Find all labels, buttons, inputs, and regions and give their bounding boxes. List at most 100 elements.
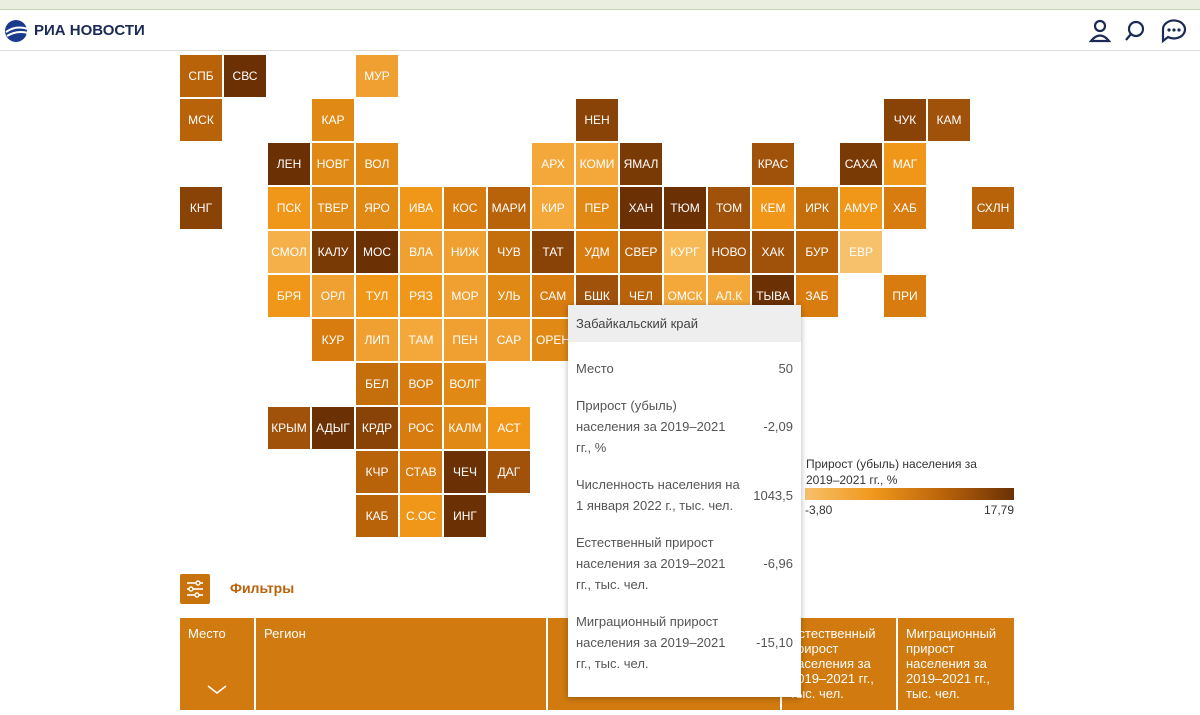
region-tile[interactable]: ПЕН xyxy=(444,319,486,361)
region-tile[interactable]: ИВА xyxy=(400,187,442,229)
region-tile[interactable]: УДМ xyxy=(576,231,618,273)
table-header-cell[interactable]: Миграционный прирост населения за 2019–2… xyxy=(898,618,1014,710)
region-tile[interactable]: ТВЕР xyxy=(312,187,354,229)
region-tile[interactable]: ВОЛГ xyxy=(444,363,486,405)
region-tile[interactable]: ЕВР xyxy=(840,231,882,273)
region-tile[interactable]: ХАН xyxy=(620,187,662,229)
region-tile[interactable]: ОРЕН xyxy=(532,319,574,361)
region-tile[interactable]: КЕМ xyxy=(752,187,794,229)
user-icon[interactable] xyxy=(1093,19,1107,33)
region-tile[interactable]: ЧЕЧ xyxy=(444,451,486,493)
region-tile[interactable]: ДАГ xyxy=(488,451,530,493)
legend-max: 17,79 xyxy=(983,503,1014,517)
region-tile[interactable]: КАМ xyxy=(928,99,970,141)
region-tile[interactable]: ЧУК xyxy=(884,99,926,141)
region-tile[interactable]: ВОЛ xyxy=(356,143,398,185)
region-tile[interactable]: БРЯ xyxy=(268,275,310,317)
region-tile[interactable]: ХАБ xyxy=(884,187,926,229)
region-tile[interactable]: НОВГ xyxy=(312,143,354,185)
table-header-cell[interactable]: Место xyxy=(180,618,254,710)
region-tile[interactable]: МОР xyxy=(444,275,486,317)
region-tile[interactable]: КАЛУ xyxy=(312,231,354,273)
region-tile[interactable]: КОМИ xyxy=(576,143,618,185)
logo[interactable]: РИА НОВОСТИ xyxy=(34,22,145,39)
sort-chevron[interactable] xyxy=(206,684,228,696)
region-tile[interactable]: ЛИП xyxy=(356,319,398,361)
region-tile[interactable]: ПРИ xyxy=(884,275,926,317)
logo-icon[interactable] xyxy=(4,19,30,43)
table-header-cell[interactable]: Регион xyxy=(256,618,546,710)
region-tile[interactable]: СТАВ xyxy=(400,451,442,493)
region-tile[interactable]: ОРЛ xyxy=(312,275,354,317)
region-tile[interactable]: ПЕР xyxy=(576,187,618,229)
region-tile[interactable]: КУРГ xyxy=(664,231,706,273)
region-tile[interactable]: КОС xyxy=(444,187,486,229)
region-tile[interactable]: МУР xyxy=(356,55,398,97)
region-tile[interactable]: ВОР xyxy=(400,363,442,405)
region-tile[interactable]: ЯРО xyxy=(356,187,398,229)
region-tile[interactable]: ХАК xyxy=(752,231,794,273)
region-tile[interactable]: КРАС xyxy=(752,143,794,185)
region-tile[interactable]: НОВО xyxy=(708,231,750,273)
tooltip-value: -15,10 xyxy=(756,635,793,650)
region-tile[interactable]: РОС xyxy=(400,407,442,449)
tooltip-label: Естественный прирост населения за 2019–2… xyxy=(576,535,726,592)
region-tile[interactable]: САР xyxy=(488,319,530,361)
tooltip-row: Миграционный прирост населения за 2019–2… xyxy=(568,611,801,674)
table-header-cell[interactable]: Естественный прирост населения за 2019–2… xyxy=(782,618,896,710)
region-tile[interactable]: СВС xyxy=(224,55,266,97)
search-icon[interactable] xyxy=(1127,20,1145,38)
region-tile[interactable]: ЧУВ xyxy=(488,231,530,273)
region-tile[interactable]: КАЛМ xyxy=(444,407,486,449)
region-tile[interactable]: ЛЕН xyxy=(268,143,310,185)
filters-button[interactable] xyxy=(180,574,210,604)
region-tile[interactable]: ВЛА xyxy=(400,231,442,273)
chat-icon[interactable] xyxy=(1161,19,1187,44)
region-tile[interactable]: ПСК xyxy=(268,187,310,229)
region-tile[interactable]: С.ОС xyxy=(400,495,442,537)
region-tile[interactable]: МАГ xyxy=(884,143,926,185)
legend-min: -3,80 xyxy=(805,503,833,517)
region-tile[interactable]: СВЕР xyxy=(620,231,662,273)
region-tile[interactable]: СХЛН xyxy=(972,187,1014,229)
tooltip-value: -6,96 xyxy=(763,556,793,571)
region-tile[interactable]: КЧР xyxy=(356,451,398,493)
site-header: РИА НОВОСТИ xyxy=(0,10,1200,51)
region-tile[interactable]: ЗАБ xyxy=(796,275,838,317)
region-tile[interactable]: КАР xyxy=(312,99,354,141)
region-tile[interactable]: ТЮМ xyxy=(664,187,706,229)
region-tile[interactable]: САХА xyxy=(840,143,882,185)
region-tile[interactable]: КИР xyxy=(532,187,574,229)
region-tile[interactable]: ТАМ xyxy=(400,319,442,361)
region-tile[interactable]: АМУР xyxy=(840,187,882,229)
region-tile[interactable]: ТАТ xyxy=(532,231,574,273)
region-tile[interactable]: КУР xyxy=(312,319,354,361)
region-tile[interactable]: АСТ xyxy=(488,407,530,449)
region-tile[interactable]: ТОМ xyxy=(708,187,750,229)
region-tile[interactable]: НЕН xyxy=(576,99,618,141)
region-tile[interactable]: РЯЗ xyxy=(400,275,442,317)
filters-label[interactable]: Фильтры xyxy=(230,580,295,596)
region-tile[interactable]: ИНГ xyxy=(444,495,486,537)
region-tile[interactable]: КРДР xyxy=(356,407,398,449)
region-tile[interactable]: ТУЛ xyxy=(356,275,398,317)
region-tile[interactable]: УЛЬ xyxy=(488,275,530,317)
region-tile[interactable]: ИРК xyxy=(796,187,838,229)
region-tile[interactable]: СМОЛ xyxy=(268,231,310,273)
region-tile[interactable]: МОС xyxy=(356,231,398,273)
region-tile[interactable]: БУР xyxy=(796,231,838,273)
region-tile[interactable]: ЯМАЛ xyxy=(620,143,662,185)
region-tile[interactable]: НИЖ xyxy=(444,231,486,273)
region-tile[interactable]: МСК xyxy=(180,99,222,141)
region-tile[interactable]: САМ xyxy=(532,275,574,317)
region-tile[interactable]: КНГ xyxy=(180,187,222,229)
region-tile[interactable]: АРХ xyxy=(532,143,574,185)
region-tile[interactable]: СПБ xyxy=(180,55,222,97)
region-tile[interactable]: МАРИ xyxy=(488,187,530,229)
region-tile[interactable]: КРЫМ xyxy=(268,407,310,449)
region-tile[interactable]: АДЫГ xyxy=(312,407,354,449)
region-tile[interactable]: КАБ xyxy=(356,495,398,537)
region-tile[interactable]: БЕЛ xyxy=(356,363,398,405)
